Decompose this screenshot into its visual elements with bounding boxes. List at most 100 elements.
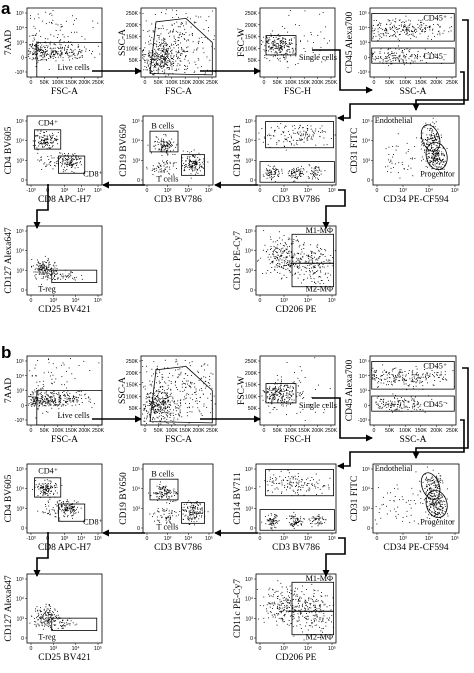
x-tick-label: 10⁵ — [94, 536, 102, 542]
y-axis-label: CD127 Alexa647 — [4, 227, 14, 293]
y-tick-label: 10³ — [363, 506, 371, 512]
gate-label: Endothelial — [375, 464, 413, 473]
y-tick-label: 0 — [250, 178, 253, 184]
gating-arrow — [326, 538, 345, 576]
y-tick-label: 10⁵ — [245, 467, 253, 473]
gate-label: CD45⁺ — [423, 361, 447, 370]
gate-label: M1-MΦ — [306, 574, 333, 583]
facs-plot-treg-a — [25, 226, 102, 297]
y-tick-label: 10³ — [246, 506, 254, 512]
x-tick-label: 0 — [146, 188, 149, 194]
y-tick-label: 10³ — [246, 616, 254, 622]
y-tick-label: 0 — [21, 636, 24, 642]
y-axis-label: FSC-W — [237, 28, 247, 57]
y-axis-label: CD19 BV650 — [119, 472, 129, 525]
gate-label: Endothelial — [375, 116, 413, 125]
y-tick-label: 10⁵ — [16, 359, 24, 365]
x-tick-label: 100K — [399, 80, 412, 86]
y-tick-label: 10⁵ — [245, 577, 253, 583]
y-axis-label: CD127 Alexa647 — [4, 575, 14, 641]
x-tick-label: 10⁵ — [451, 536, 459, 542]
y-tick-label: 10³ — [246, 158, 254, 164]
x-tick-label: 50K — [40, 428, 50, 434]
x-axis-label: CD206 PE — [276, 653, 317, 663]
facs-plot-singlets-b — [258, 356, 335, 427]
x-tick-label: 50K — [154, 428, 164, 434]
x-tick-label: 0 — [144, 80, 147, 86]
gate-label: Single cells — [299, 401, 337, 410]
x-tick-label: -10³ — [26, 536, 35, 542]
gate-label: T-reg — [38, 285, 55, 294]
y-tick-label: 10⁴ — [359, 374, 367, 380]
x-tick-label: 10⁵ — [328, 646, 336, 652]
y-tick-label: 0 — [364, 403, 367, 409]
y-tick-label: 10⁴ — [245, 597, 253, 603]
x-tick-label: 10³ — [399, 536, 407, 542]
x-tick-label: 0 — [146, 536, 149, 542]
y-axis-label: CD4 BV605 — [4, 474, 14, 522]
x-tick-label: 200K — [79, 80, 92, 86]
y-tick-label: 10³ — [17, 506, 25, 512]
y-tick-label: 0 — [137, 178, 140, 184]
x-tick-label: 250K — [92, 80, 105, 86]
x-tick-label: 10⁴ — [72, 298, 80, 304]
y-tick-label: 10³ — [17, 158, 25, 164]
x-tick-label: 10⁴ — [77, 536, 85, 542]
x-tick-label: 150K — [179, 428, 192, 434]
x-tick-label: 0 — [259, 188, 262, 194]
x-tick-label: 100K — [285, 428, 298, 434]
gate-label: CD8⁺ — [83, 170, 103, 179]
plot-frame — [141, 8, 216, 77]
x-axis-label: CD3 BV786 — [154, 195, 202, 205]
gating-arrow — [326, 190, 345, 228]
x-tick-label: 250K — [446, 428, 459, 434]
y-tick-label: 10⁴ — [245, 249, 253, 255]
x-tick-label: 250K — [325, 80, 338, 86]
facs-plot-treg-b — [25, 574, 102, 645]
gate-label: Live cells — [57, 411, 89, 420]
y-tick-label: 10⁴ — [359, 26, 367, 32]
x-tick-label: 10³ — [61, 188, 69, 194]
y-axis-label: 7AAD — [4, 378, 14, 403]
x-tick-label: 10⁴ — [77, 188, 85, 194]
x-tick-label: 250K — [206, 428, 219, 434]
y-axis-label: SSC-A — [118, 377, 128, 404]
x-axis-label: CD25 BV421 — [38, 653, 91, 663]
y-tick-label: -10³ — [358, 70, 367, 76]
y-tick-label: 10⁴ — [16, 487, 24, 493]
y-tick-label: 10³ — [17, 616, 25, 622]
x-tick-label: 10³ — [280, 188, 288, 194]
x-axis-label: FSC-H — [284, 87, 311, 97]
x-tick-label: 10⁴ — [184, 188, 192, 194]
x-tick-label: 0 — [373, 428, 376, 434]
gate-label: M1-MΦ — [306, 226, 333, 235]
x-tick-label: 10³ — [280, 536, 288, 542]
y-tick-label: 10⁴ — [132, 139, 140, 145]
x-tick-label: 0 — [263, 80, 266, 86]
y-tick-label: 50K — [248, 58, 258, 64]
y-axis-label: CD45 Alexa700 — [345, 360, 355, 422]
y-tick-label: 0 — [137, 526, 140, 532]
x-tick-label: 250K — [446, 80, 459, 86]
x-axis-label: FSC-A — [165, 435, 192, 445]
x-tick-label: 10³ — [399, 188, 407, 194]
gate-label: CD4⁺ — [38, 119, 58, 128]
x-axis-label: FSC-A — [165, 87, 192, 97]
x-tick-label: 200K — [79, 428, 92, 434]
y-tick-label: 10⁴ — [362, 487, 370, 493]
x-tick-label: 0 — [30, 80, 33, 86]
x-tick-label: 10⁵ — [205, 536, 213, 542]
x-tick-label: 10⁴ — [184, 536, 192, 542]
x-tick-label: 50K — [154, 80, 164, 86]
x-tick-label: 50K — [385, 80, 395, 86]
y-axis-label: CD14 BV711 — [233, 124, 243, 176]
panel-letter-b: b — [1, 343, 11, 362]
x-tick-label: 10⁴ — [425, 188, 433, 194]
y-tick-label: 10⁵ — [362, 119, 370, 125]
x-tick-label: 150K — [415, 80, 428, 86]
y-tick-label: 0 — [250, 636, 253, 642]
y-axis-label: CD11c PE-Cy7 — [233, 231, 243, 290]
x-tick-label: 10³ — [164, 536, 172, 542]
y-axis-label: CD31 FITC — [350, 128, 360, 174]
